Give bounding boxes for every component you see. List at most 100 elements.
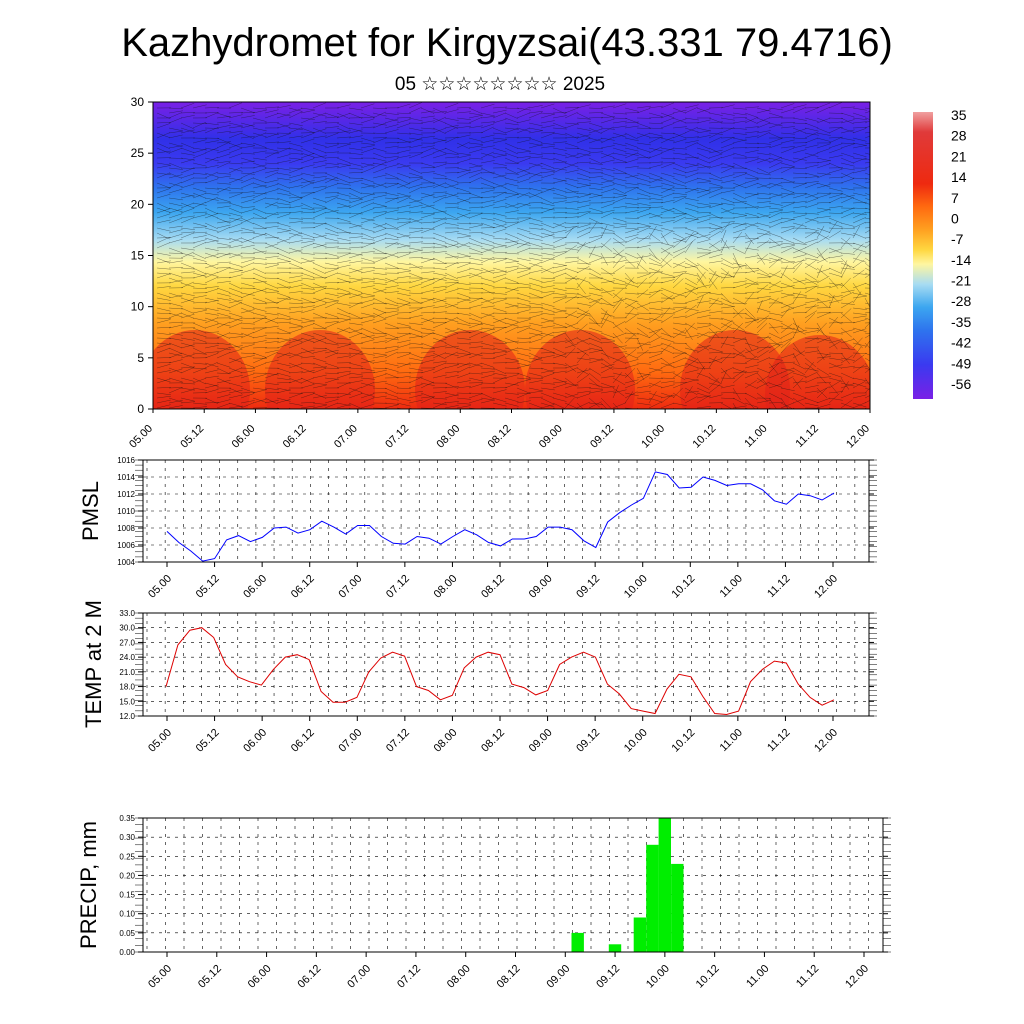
x-tick-label: 07.00 xyxy=(336,573,364,601)
barb xyxy=(516,107,531,111)
barb xyxy=(864,302,870,305)
barb xyxy=(264,340,279,344)
barb xyxy=(372,367,387,370)
barb xyxy=(360,335,375,339)
barb xyxy=(636,207,651,209)
barb xyxy=(492,251,507,254)
barb xyxy=(504,382,519,386)
x-tick-label: 11.12 xyxy=(765,727,792,754)
barb xyxy=(408,153,423,159)
barb xyxy=(492,137,507,140)
barb xyxy=(264,392,279,394)
barb xyxy=(744,116,758,124)
barb xyxy=(648,146,662,154)
barb xyxy=(252,212,266,220)
barb xyxy=(612,132,627,138)
barb xyxy=(288,362,303,369)
barb xyxy=(552,211,567,214)
barb xyxy=(384,322,399,329)
barb xyxy=(780,387,795,392)
barb xyxy=(540,131,555,134)
x-tick-label: 12.00 xyxy=(812,727,840,755)
barb xyxy=(756,201,771,204)
barb xyxy=(288,302,303,305)
barb xyxy=(420,332,434,339)
barb xyxy=(732,352,747,358)
barb xyxy=(528,352,542,359)
barb xyxy=(828,339,843,344)
barb xyxy=(636,375,650,384)
barb xyxy=(324,166,339,169)
barb xyxy=(504,361,519,364)
barb xyxy=(744,131,759,134)
barb xyxy=(312,337,327,344)
barb xyxy=(192,367,207,374)
barb xyxy=(276,213,291,219)
barb xyxy=(264,183,279,189)
precip-frame xyxy=(142,817,884,953)
barb xyxy=(612,322,624,333)
barb xyxy=(780,307,791,319)
barb xyxy=(360,116,375,119)
barb xyxy=(336,127,350,134)
barb xyxy=(852,282,867,289)
barb xyxy=(696,212,711,214)
barb xyxy=(180,312,195,319)
barb xyxy=(492,139,507,144)
barb xyxy=(528,112,543,119)
barb xyxy=(180,352,195,359)
barb xyxy=(576,368,588,379)
barb xyxy=(312,402,327,405)
barb xyxy=(828,221,838,234)
barb xyxy=(708,112,723,116)
barb xyxy=(360,112,375,118)
barb xyxy=(396,217,411,220)
barb xyxy=(192,152,207,159)
barb xyxy=(540,152,555,155)
barb xyxy=(276,147,291,154)
barb xyxy=(408,230,423,234)
barb xyxy=(228,274,243,279)
barb xyxy=(204,369,219,374)
x-tick-label: 12.00 xyxy=(844,423,872,451)
barb xyxy=(732,231,743,244)
barb xyxy=(408,177,423,184)
barb xyxy=(576,390,591,394)
barb xyxy=(204,407,212,409)
barb xyxy=(228,262,243,268)
barb xyxy=(576,282,586,295)
barb xyxy=(360,142,375,145)
barb xyxy=(552,217,567,219)
barb xyxy=(576,257,590,265)
barb xyxy=(816,215,831,219)
barb xyxy=(336,142,351,145)
barb xyxy=(636,341,650,349)
barb xyxy=(528,232,543,238)
barb xyxy=(504,222,519,229)
barb xyxy=(612,222,627,226)
barb xyxy=(540,173,555,179)
barb xyxy=(456,362,471,369)
barb xyxy=(420,332,435,334)
barb xyxy=(420,396,434,404)
barb xyxy=(624,236,638,244)
barb xyxy=(192,129,207,134)
barb xyxy=(864,212,870,214)
barb xyxy=(768,270,782,279)
barb xyxy=(444,272,458,280)
barb xyxy=(384,182,399,185)
barb xyxy=(252,347,267,349)
barb xyxy=(612,351,627,354)
barb xyxy=(684,386,693,399)
barb xyxy=(828,176,843,179)
x-tick-label: 12.00 xyxy=(843,963,871,991)
barb xyxy=(780,157,795,162)
barb xyxy=(636,255,644,269)
barb xyxy=(492,277,507,284)
barb xyxy=(852,319,867,324)
barb xyxy=(372,311,386,319)
barb xyxy=(420,342,435,348)
barb xyxy=(864,172,870,176)
barb xyxy=(552,340,567,344)
barb xyxy=(336,404,351,409)
